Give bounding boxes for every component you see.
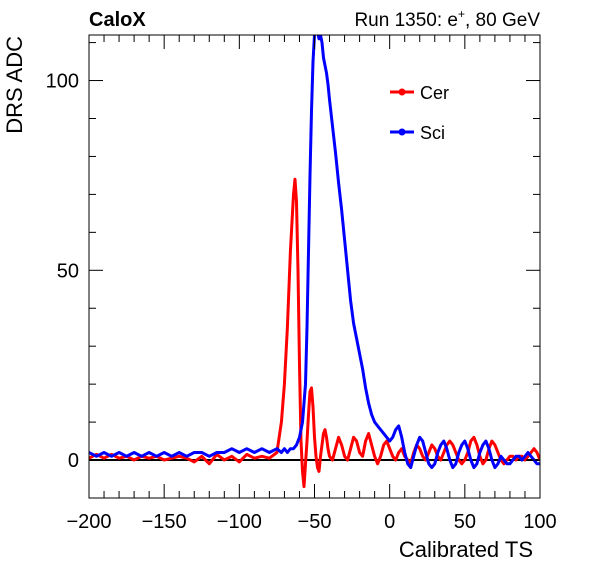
legend: Cer Sci [390,83,449,143]
x-tick-label: −200 [66,511,111,533]
run-label-superscript: + [458,7,465,21]
x-tick-label: −50 [298,511,332,533]
y-tick-label: 50 [57,260,79,282]
x-tick-label: −100 [217,511,262,533]
legend-marker-cer [398,88,406,96]
brand-label: CaloX [89,9,146,31]
x-tick-label: 100 [523,511,556,533]
x-tick-label: −150 [142,511,187,533]
series-layer [89,35,540,489]
x-tick-label: 50 [454,511,476,533]
legend-marker-sci [398,128,406,136]
y-tick-label: 100 [46,71,79,93]
legend-label-cer: Cer [420,83,449,103]
x-tick-label: 0 [384,511,395,533]
run-label-suffix: , 80 GeV [465,10,540,31]
run-label-prefix: Run 1350: e [354,10,458,31]
run-label: Run 1350: e+, 80 GeV [354,7,540,31]
y-axis-title: DRS ADC [2,36,27,134]
y-tick-label: 0 [68,450,79,472]
tick-layer: −200 −150 −100 −50 0 50 100 0 50 100 [46,35,557,533]
legend-label-sci: Sci [420,123,445,143]
x-axis-title: Calibrated TS [399,537,533,562]
series-line-cer [89,177,540,489]
series-line-sci [89,35,540,470]
